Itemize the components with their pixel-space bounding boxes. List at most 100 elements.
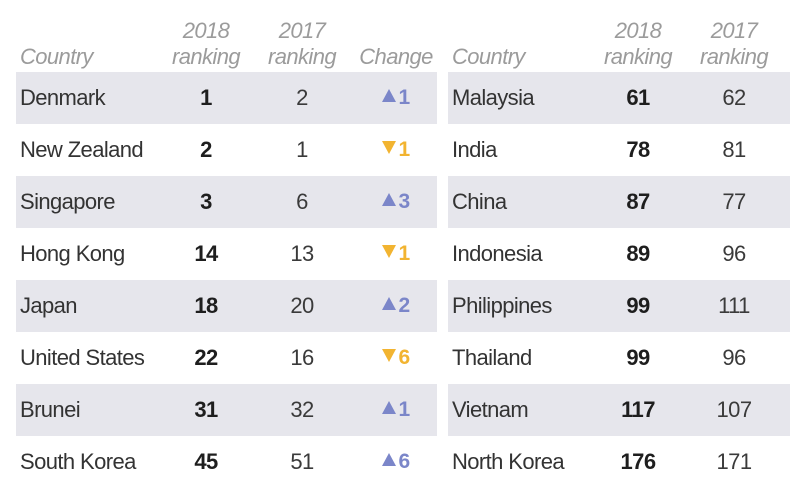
rank-2018-cell: 31 xyxy=(194,397,218,422)
rank-2018-cell: 22 xyxy=(194,345,218,370)
change-value: 3 xyxy=(398,190,410,213)
change-cell: 1 xyxy=(354,124,438,176)
rank-2017-cell: 2 xyxy=(296,85,308,110)
change-cell: 6 xyxy=(354,436,438,488)
triangle-up-icon xyxy=(382,89,397,102)
country-cell: Hong Kong xyxy=(20,241,125,266)
header-2017-label: ranking xyxy=(700,44,769,69)
change-cell: 1 xyxy=(354,384,438,436)
country-cell: China xyxy=(452,189,507,214)
table-row: Hong Kong 14 13 1 xyxy=(16,228,437,280)
rank-2018-cell: 99 xyxy=(626,293,650,318)
rank-2017-cell: 13 xyxy=(290,241,314,266)
rank-2017-cell: 96 xyxy=(722,345,746,370)
rank-2018-cell: 89 xyxy=(626,241,650,266)
triangle-down-icon xyxy=(382,141,397,154)
rank-2017-cell: 20 xyxy=(290,293,314,318)
country-cell: Japan xyxy=(20,293,78,318)
header-2018: 2018 ranking xyxy=(596,18,680,70)
header-2018-year: 2018 xyxy=(614,18,662,43)
country-cell: United States xyxy=(20,345,145,370)
change-cell: 1 xyxy=(354,228,438,280)
rank-2018-cell: 14 xyxy=(194,241,218,266)
header-2017: 2017 ranking xyxy=(692,18,776,70)
rank-2017-cell: 16 xyxy=(290,345,314,370)
table-row: Philippines 99 111 xyxy=(448,280,790,332)
country-cell: North Korea xyxy=(452,449,565,474)
right-header: Country 2018 ranking 2017 ranking xyxy=(448,0,790,72)
country-cell: South Korea xyxy=(20,449,136,474)
change-cell: 2 xyxy=(354,280,438,332)
triangle-up-icon xyxy=(382,453,397,466)
table-row: Thailand 99 96 xyxy=(448,332,790,384)
table-row: Brunei 31 32 1 xyxy=(16,384,437,436)
table-row: Singapore 3 6 3 xyxy=(16,176,437,228)
table-row: Japan 18 20 2 xyxy=(16,280,437,332)
header-2017-year: 2017 xyxy=(710,18,758,43)
rank-2017-cell: 77 xyxy=(722,189,746,214)
header-2017-year: 2017 xyxy=(278,18,326,43)
triangle-up-icon xyxy=(382,401,397,414)
country-cell: New Zealand xyxy=(20,137,144,162)
change-value: 6 xyxy=(398,450,410,473)
rank-2017-cell: 6 xyxy=(296,189,308,214)
table-row: India 78 81 xyxy=(448,124,790,176)
change-cell: 6 xyxy=(354,332,438,384)
table-row: South Korea 45 51 6 xyxy=(16,436,437,488)
header-2017-label: ranking xyxy=(268,44,337,69)
change-value: 1 xyxy=(398,242,410,265)
change-cell: 3 xyxy=(354,176,438,228)
header-country: Country xyxy=(20,44,93,69)
table-row: Denmark 1 2 1 xyxy=(16,72,437,124)
change-value: 6 xyxy=(398,346,410,369)
header-change: Change xyxy=(359,44,433,69)
header-2018: 2018 ranking xyxy=(164,18,248,70)
rank-2018-cell: 2 xyxy=(200,137,212,162)
country-cell: India xyxy=(452,137,497,162)
rank-2017-cell: 32 xyxy=(290,397,314,422)
rank-2017-cell: 107 xyxy=(716,397,753,422)
rank-2018-cell: 1 xyxy=(200,85,212,110)
left-header: Country 2018 ranking 2017 ranking Change xyxy=(16,0,437,72)
header-2017: 2017 ranking xyxy=(260,18,344,70)
rank-2018-cell: 99 xyxy=(626,345,650,370)
rank-2018-cell: 87 xyxy=(626,189,650,214)
change-value: 2 xyxy=(398,294,410,317)
rank-2018-cell: 78 xyxy=(626,137,650,162)
country-cell: Singapore xyxy=(20,189,116,214)
rank-2018-cell: 117 xyxy=(621,397,655,422)
rank-2017-cell: 1 xyxy=(296,137,308,162)
table-row: New Zealand 2 1 1 xyxy=(16,124,437,176)
change-cell: 1 xyxy=(354,72,438,124)
table-row: Vietnam 117 107 xyxy=(448,384,790,436)
left-rows: Denmark 1 2 1 New Zealand 2 1 1 Singapore 3 6 3 Hong… xyxy=(16,72,437,488)
country-cell: Philippines xyxy=(452,293,552,318)
rank-2018-cell: 45 xyxy=(194,449,218,474)
right-rows: Malaysia 61 62 India 78 81 China 87 77 Indonesia 8… xyxy=(448,72,790,488)
triangle-up-icon xyxy=(382,297,397,310)
header-2018-label: ranking xyxy=(604,44,673,69)
rank-2017-cell: 62 xyxy=(722,85,746,110)
rank-2018-cell: 18 xyxy=(194,293,218,318)
country-cell: Thailand xyxy=(452,345,532,370)
triangle-up-icon xyxy=(382,193,397,206)
country-cell: Indonesia xyxy=(452,241,543,266)
table-row: Indonesia 89 96 xyxy=(448,228,790,280)
header-2018-year: 2018 xyxy=(182,18,230,43)
rank-2017-cell: 51 xyxy=(290,449,314,474)
rank-2017-cell: 111 xyxy=(718,293,750,318)
country-cell: Brunei xyxy=(20,397,81,422)
change-value: 1 xyxy=(398,86,410,109)
country-cell: Denmark xyxy=(20,85,106,110)
table-row: Malaysia 61 62 xyxy=(448,72,790,124)
change-value: 1 xyxy=(398,138,410,161)
rank-2017-cell: 171 xyxy=(716,449,753,474)
country-cell: Vietnam xyxy=(452,397,529,422)
rank-2017-cell: 96 xyxy=(722,241,746,266)
triangle-down-icon xyxy=(382,349,397,362)
change-value: 1 xyxy=(398,398,410,421)
header-country: Country xyxy=(452,44,525,69)
table-row: China 87 77 xyxy=(448,176,790,228)
rank-2018-cell: 176 xyxy=(620,449,657,474)
header-2018-label: ranking xyxy=(172,44,241,69)
